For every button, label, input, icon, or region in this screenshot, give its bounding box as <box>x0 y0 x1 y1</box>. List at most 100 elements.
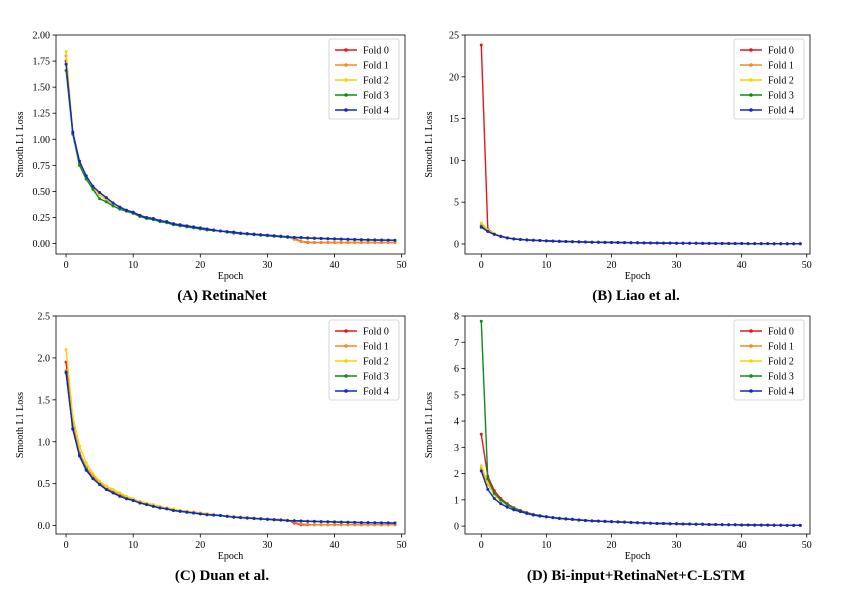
legend-marker <box>344 78 348 82</box>
series-fold-1 <box>479 466 802 527</box>
data-point <box>225 514 229 518</box>
data-point <box>252 516 256 520</box>
data-point <box>312 523 316 527</box>
legend-entry-fold-3: Fold 3 <box>335 91 389 102</box>
data-point <box>339 520 343 524</box>
data-point <box>185 224 189 228</box>
y-tick-label: 5 <box>454 198 459 209</box>
chart-panel-4: 0 10 20 30 40 50 0 1 2 3 4 5 6 7 8 Epoch Smooth L1 Loss F… <box>424 312 812 585</box>
data-point <box>583 240 587 244</box>
data-point <box>779 242 783 246</box>
data-point <box>346 523 350 527</box>
data-point <box>118 205 122 209</box>
data-point <box>727 242 731 246</box>
legend: Fold 0 Fold 1 Fold 2 Fold 3 Fold 4 <box>733 38 805 120</box>
legend-entry-fold-0: Fold 0 <box>335 46 389 57</box>
data-point <box>312 519 316 523</box>
y-tick-label: 20 <box>449 72 459 83</box>
data-point <box>772 523 776 527</box>
data-point <box>564 517 568 521</box>
data-point <box>178 509 182 513</box>
data-point <box>292 235 296 239</box>
y-tick-label: 5 <box>454 390 459 401</box>
legend-marker <box>749 389 753 393</box>
data-point <box>158 219 162 223</box>
data-point <box>326 520 330 524</box>
data-point <box>131 210 135 214</box>
y-tick-label: 0.75 <box>33 161 51 172</box>
data-point <box>366 521 370 525</box>
data-point <box>785 523 789 527</box>
data-point <box>104 196 108 200</box>
legend: Fold 0 Fold 1 Fold 2 Fold 3 Fold 4 <box>328 319 400 401</box>
data-point <box>326 241 330 245</box>
data-point <box>629 241 633 245</box>
data-point <box>720 241 724 245</box>
data-point <box>333 523 337 527</box>
y-tick-label: 2.0 <box>38 353 51 364</box>
data-point <box>662 521 666 525</box>
data-point <box>766 523 770 527</box>
data-point <box>306 519 310 523</box>
data-point <box>306 236 310 240</box>
x-tick-label: 30 <box>672 260 682 271</box>
legend-label: Fold 2 <box>768 76 794 87</box>
data-point <box>77 444 81 448</box>
data-point <box>798 242 802 246</box>
legend-marker <box>749 344 753 348</box>
data-point <box>359 238 363 242</box>
y-axis-title: Smooth L1 Loss <box>424 111 435 177</box>
y-tick-label: 0.25 <box>33 213 51 224</box>
data-point <box>740 242 744 246</box>
legend-box <box>733 319 805 401</box>
x-tick-label: 0 <box>64 540 69 551</box>
data-point <box>701 522 705 526</box>
x-tick-label: 0 <box>64 260 69 271</box>
x-tick-label: 30 <box>672 540 682 551</box>
data-point <box>84 468 88 472</box>
data-point <box>642 241 646 245</box>
plot-frame <box>464 34 811 255</box>
data-point <box>557 239 561 243</box>
legend-label: Fold 4 <box>768 387 794 398</box>
legend-label: Fold 2 <box>363 357 389 368</box>
y-tick-label: 2.5 <box>38 312 51 323</box>
data-point <box>178 223 182 227</box>
data-point <box>245 232 249 236</box>
series-line-fold-0 <box>480 434 801 527</box>
legend-label: Fold 0 <box>768 46 794 57</box>
data-point <box>792 242 796 246</box>
data-point <box>319 236 323 240</box>
data-point <box>279 234 283 238</box>
data-point <box>279 518 283 522</box>
legend-entry-fold-4: Fold 4 <box>335 387 389 398</box>
data-point <box>77 159 81 163</box>
data-point <box>212 228 216 232</box>
data-point <box>71 130 75 134</box>
legend-entry-fold-2: Fold 2 <box>740 76 794 87</box>
x-tick-label: 10 <box>128 540 138 551</box>
data-point <box>306 522 310 526</box>
legend-marker <box>344 374 348 378</box>
x-axis-title: Epoch <box>218 551 244 562</box>
data-point <box>622 241 626 245</box>
data-point <box>259 517 263 521</box>
data-point <box>603 240 607 244</box>
data-point <box>492 232 496 236</box>
data-point <box>98 479 102 483</box>
data-point <box>479 221 483 225</box>
data-point <box>544 515 548 519</box>
data-point <box>272 518 276 522</box>
legend-marker <box>344 108 348 112</box>
data-point <box>492 497 496 501</box>
data-point <box>681 522 685 526</box>
data-point <box>192 225 196 229</box>
legend-marker <box>344 389 348 393</box>
data-point <box>662 241 666 245</box>
data-point <box>577 240 581 244</box>
data-point <box>538 239 542 243</box>
data-point <box>165 507 169 511</box>
data-point <box>675 522 679 526</box>
data-point <box>590 240 594 244</box>
data-point <box>386 241 390 245</box>
